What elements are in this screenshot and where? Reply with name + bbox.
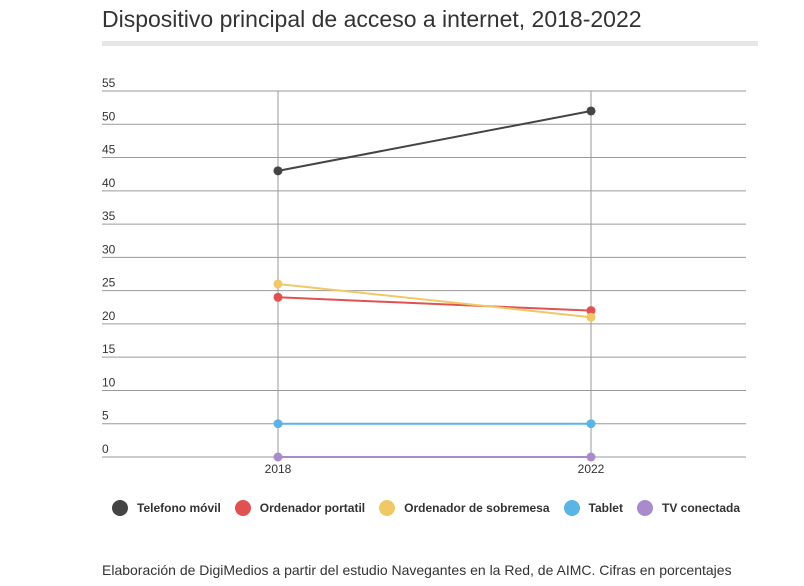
y-tick-label: 50 — [102, 109, 116, 123]
data-point[interactable] — [586, 312, 596, 322]
legend-item[interactable]: Ordenador de sobremesa — [379, 500, 550, 516]
y-tick-label: 5 — [102, 409, 109, 423]
legend-label: Ordenador portatil — [259, 501, 366, 515]
series-line — [277, 109, 592, 172]
legend-swatch — [563, 500, 580, 516]
y-tick-label: 35 — [102, 209, 116, 223]
legend-label: Telefono móvil — [137, 501, 221, 515]
source-note: Elaboración de DigiMedios a partir del e… — [102, 562, 732, 578]
chart-title: Dispositivo principal de acceso a intern… — [102, 6, 642, 32]
legend-item[interactable]: TV conectada — [636, 500, 741, 516]
legend-swatch — [379, 500, 396, 516]
data-point[interactable] — [586, 452, 596, 462]
legend-swatch — [234, 500, 251, 516]
legend-item[interactable]: Ordenador portatil — [234, 500, 366, 516]
legend-item[interactable]: Telefono móvil — [112, 500, 221, 516]
title-divider — [102, 41, 758, 46]
y-tick-label: 30 — [102, 242, 116, 256]
data-point[interactable] — [273, 419, 283, 429]
y-tick-label: 40 — [102, 176, 116, 190]
legend-swatch — [636, 500, 653, 516]
legend-swatch — [112, 500, 128, 516]
series-line — [277, 282, 592, 319]
legend-item[interactable]: Tablet — [563, 500, 623, 516]
legend-label: Tablet — [588, 501, 623, 515]
y-tick-label: 55 — [102, 76, 116, 90]
legend-label: Ordenador de sobremesa — [404, 501, 550, 515]
data-point[interactable] — [273, 452, 283, 462]
data-point[interactable] — [273, 279, 283, 289]
data-point[interactable] — [586, 106, 596, 116]
data-point[interactable] — [586, 306, 596, 316]
y-tick-label: 15 — [102, 342, 116, 356]
series-line — [277, 296, 592, 312]
chart-legend: Telefono móvil Ordenador portatil Ordenado… — [112, 500, 754, 516]
y-tick-label: 20 — [102, 309, 116, 323]
data-point[interactable] — [586, 419, 596, 429]
legend-label: TV conectada — [661, 501, 741, 515]
y-tick-label: 25 — [102, 276, 116, 290]
x-tick-label: 2018 — [265, 462, 292, 476]
y-tick-label: 10 — [102, 375, 116, 389]
y-tick-label: 45 — [102, 143, 116, 157]
y-tick-label: 0 — [102, 442, 109, 456]
data-point[interactable] — [273, 166, 283, 176]
data-point[interactable] — [273, 292, 283, 302]
x-tick-label: 2022 — [578, 462, 605, 476]
